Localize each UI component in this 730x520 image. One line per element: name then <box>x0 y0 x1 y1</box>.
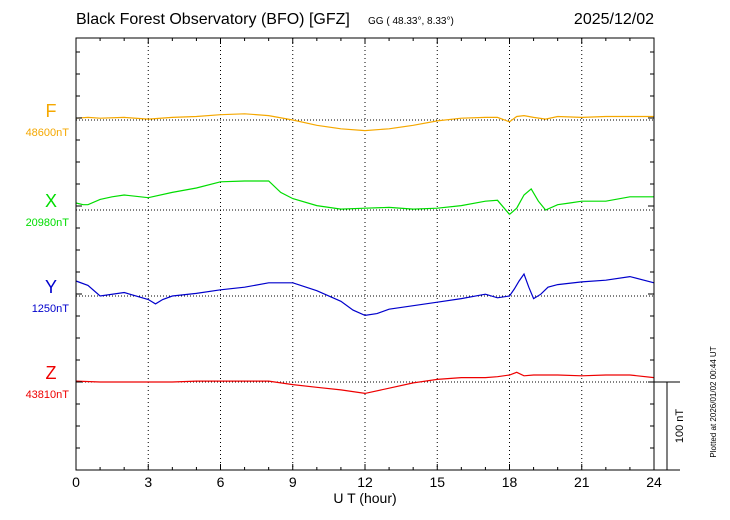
series-labels: F 48600nT X 20980nT Y 1250nT Z 43810nT <box>26 101 70 401</box>
series-line-f <box>75 113 654 132</box>
scale-bar: 100 nT <box>654 381 686 471</box>
chart-title: Black Forest Observatory (BFO) [GFZ] <box>76 11 350 28</box>
series-name-y: Y <box>45 277 57 297</box>
axis-ticks: 0 3 6 9 12 15 18 21 24 <box>72 38 662 490</box>
station-coordinates: GG ( 48.33°, 8.33°) <box>368 16 454 27</box>
series-baseline-y: 1250nT <box>32 303 70 315</box>
x-tick-label: 6 <box>217 474 225 490</box>
series-name-x: X <box>45 191 57 211</box>
x-tick-label: 12 <box>357 474 373 490</box>
series-line-y <box>75 272 655 317</box>
x-tick-label: 15 <box>429 474 445 490</box>
series-line-z <box>75 371 655 395</box>
chart-date: 2025/12/02 <box>574 11 654 28</box>
series-name-z: Z <box>46 363 57 383</box>
series-baseline-z: 43810nT <box>26 389 70 401</box>
grid <box>147 38 583 470</box>
series-baseline-x: 20980nT <box>26 217 70 229</box>
scale-bar-label: 100 nT <box>674 409 686 444</box>
x-tick-label: 24 <box>646 474 662 490</box>
x-tick-label: 9 <box>289 474 297 490</box>
plotted-timestamp: Plotted at 2026/01/02 00:44 UT <box>709 346 718 457</box>
x-tick-label: 0 <box>72 474 80 490</box>
x-axis-label: U T (hour) <box>333 490 396 506</box>
series-lines <box>75 113 655 395</box>
x-tick-label: 18 <box>502 474 518 490</box>
x-tick-label: 21 <box>574 474 590 490</box>
series-name-f: F <box>46 101 57 121</box>
series-line-x <box>75 180 654 216</box>
series-baseline-f: 48600nT <box>26 127 70 139</box>
x-tick-label: 3 <box>144 474 152 490</box>
